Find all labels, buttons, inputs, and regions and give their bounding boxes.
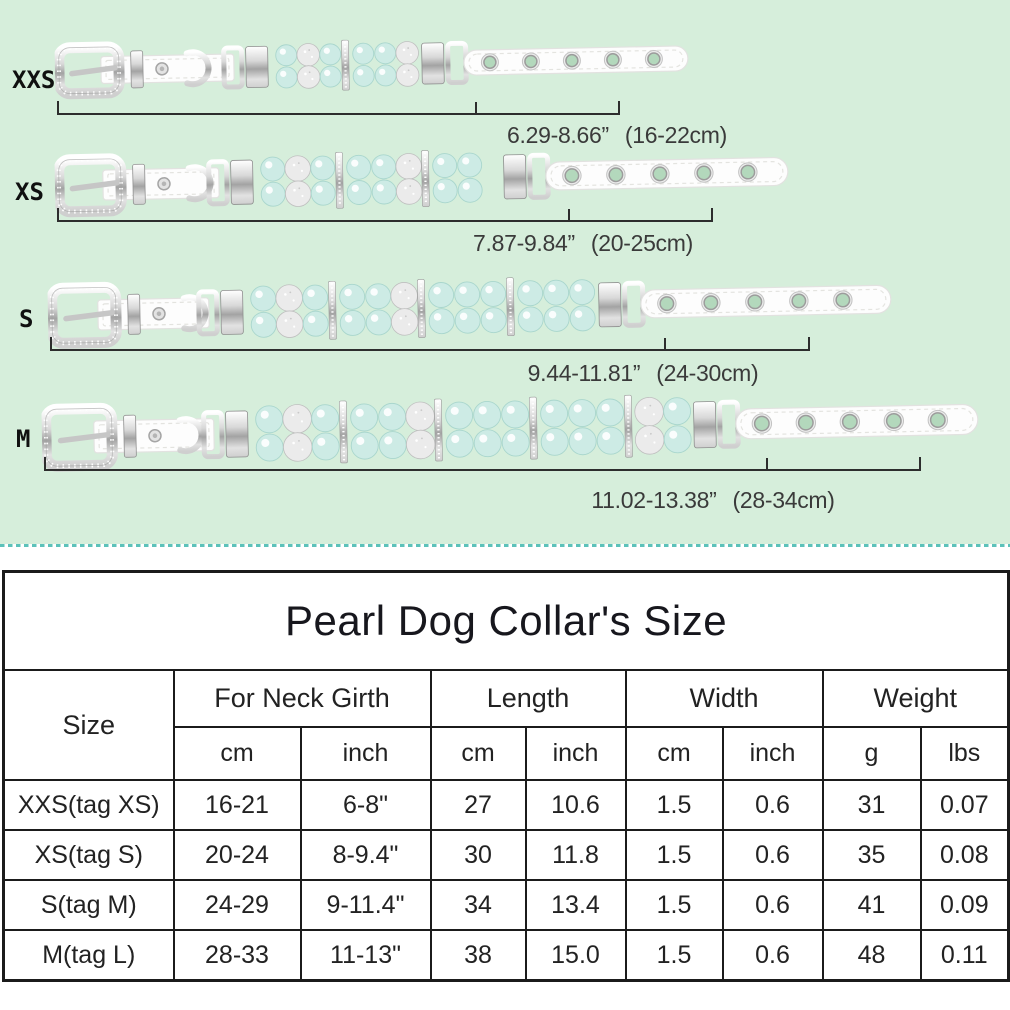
column-group-weight: Weight bbox=[821, 669, 1010, 728]
cell-neck-cm: 28-33 bbox=[172, 929, 302, 982]
cell-neck-cm: 16-21 bbox=[172, 779, 302, 831]
cell-length-inch: 13.4 bbox=[524, 879, 627, 931]
cell-weight-lbs: 0.08 bbox=[919, 829, 1010, 881]
collar-size-label-m: M bbox=[16, 425, 31, 453]
table-title-row: Pearl Dog Collar's Size bbox=[2, 570, 1010, 671]
table-row-m: M(tag L) 28-33 11-13" 38 15.0 1.5 0.6 48… bbox=[2, 929, 1010, 982]
collar-image-m bbox=[40, 376, 981, 481]
bracket-mid-tick bbox=[475, 102, 478, 113]
unit-width-inch: inch bbox=[721, 726, 824, 781]
range-inches: 9.44-11.81” bbox=[527, 360, 641, 386]
cell-width-inch: 0.6 bbox=[721, 879, 824, 931]
teal-dashed-divider bbox=[0, 544, 1010, 547]
collar-showcase: XXS 6.29-8.66” (16-22cm) XS 7.87-9.84” (20… bbox=[0, 0, 1010, 544]
column-group-length: Length bbox=[429, 669, 627, 728]
measurement-text-xs: 7.87-9.84” (20-25cm) bbox=[473, 230, 693, 257]
cell-width-inch: 0.6 bbox=[721, 929, 824, 982]
cell-width-cm: 1.5 bbox=[624, 779, 724, 831]
cell-width-inch: 0.6 bbox=[721, 829, 824, 881]
cell-size: XS(tag S) bbox=[2, 829, 175, 881]
unit-weight-lbs: lbs bbox=[919, 726, 1010, 781]
cell-width-cm: 1.5 bbox=[624, 879, 724, 931]
dimension-bracket-xxs bbox=[57, 101, 620, 115]
collar-size-label-xs: XS bbox=[15, 178, 44, 206]
cell-neck-inch: 8-9.4" bbox=[299, 829, 432, 881]
collar-size-label-xxs: XXS bbox=[12, 66, 56, 94]
cell-length-cm: 30 bbox=[429, 829, 527, 881]
cell-length-cm: 38 bbox=[429, 929, 527, 982]
cell-size: XXS(tag XS) bbox=[2, 779, 175, 831]
cell-size: M(tag L) bbox=[2, 929, 175, 982]
measurement-text-m: 11.02-13.38” (28-34cm) bbox=[591, 487, 835, 514]
range-inches: 7.87-9.84” bbox=[473, 230, 575, 256]
cell-weight-g: 41 bbox=[821, 879, 922, 931]
cell-neck-inch: 11-13" bbox=[299, 929, 432, 982]
unit-weight-g: g bbox=[821, 726, 922, 781]
dimension-bracket-xs bbox=[57, 208, 713, 222]
collar-image-xs bbox=[53, 128, 791, 229]
collar-image-s bbox=[46, 256, 894, 359]
table-row-s: S(tag M) 24-29 9-11.4" 34 13.4 1.5 0.6 4… bbox=[2, 879, 1010, 931]
unit-width-cm: cm bbox=[624, 726, 724, 781]
range-centimeters: (20-25cm) bbox=[590, 230, 693, 256]
table-title: Pearl Dog Collar's Size bbox=[2, 570, 1010, 671]
bracket-mid-tick bbox=[766, 458, 769, 469]
cell-weight-lbs: 0.11 bbox=[919, 929, 1010, 982]
cell-size: S(tag M) bbox=[2, 879, 175, 931]
cell-weight-g: 35 bbox=[821, 829, 922, 881]
cell-neck-cm: 20-24 bbox=[172, 829, 302, 881]
cell-length-inch: 15.0 bbox=[524, 929, 627, 982]
unit-length-inch: inch bbox=[524, 726, 627, 781]
cell-length-inch: 11.8 bbox=[524, 829, 627, 881]
range-inches: 11.02-13.38” bbox=[591, 487, 717, 513]
cell-weight-g: 48 bbox=[821, 929, 922, 982]
column-header-size: Size bbox=[2, 669, 175, 781]
cell-weight-lbs: 0.07 bbox=[919, 779, 1010, 831]
cell-neck-cm: 24-29 bbox=[172, 879, 302, 931]
cell-weight-g: 31 bbox=[821, 779, 922, 831]
cell-weight-lbs: 0.09 bbox=[919, 879, 1010, 931]
size-table: Pearl Dog Collar's Size Size For Neck Gi… bbox=[2, 570, 1010, 982]
cell-length-inch: 10.6 bbox=[524, 779, 627, 831]
table-row-xs: XS(tag S) 20-24 8-9.4" 30 11.8 1.5 0.6 3… bbox=[2, 829, 1010, 881]
range-centimeters: (16-22cm) bbox=[624, 122, 727, 148]
cell-width-cm: 1.5 bbox=[624, 829, 724, 881]
column-group-width: Width bbox=[624, 669, 824, 728]
table-units-row: cm inch cm inch cm inch g lbs bbox=[4, 726, 1010, 781]
cell-length-cm: 34 bbox=[429, 879, 527, 931]
range-inches: 6.29-8.66” bbox=[507, 122, 609, 148]
collar-size-label-s: S bbox=[19, 305, 34, 333]
bracket-mid-tick bbox=[567, 209, 570, 220]
range-centimeters: (28-34cm) bbox=[732, 487, 835, 513]
dimension-bracket-s bbox=[50, 337, 810, 351]
measurement-text-s: 9.44-11.81” (24-30cm) bbox=[528, 360, 759, 387]
measurement-text-xxs: 6.29-8.66” (16-22cm) bbox=[507, 122, 727, 149]
collar-image-xxs bbox=[53, 15, 691, 114]
cell-neck-inch: 9-11.4" bbox=[299, 879, 432, 931]
size-chart-section: Pearl Dog Collar's Size Size For Neck Gi… bbox=[2, 570, 1010, 982]
column-group-neck-girth: For Neck Girth bbox=[172, 669, 432, 728]
range-centimeters: (24-30cm) bbox=[656, 360, 759, 386]
unit-length-cm: cm bbox=[429, 726, 527, 781]
cell-neck-inch: 6-8" bbox=[299, 779, 432, 831]
cell-width-inch: 0.6 bbox=[721, 779, 824, 831]
cell-length-cm: 27 bbox=[429, 779, 527, 831]
cell-width-cm: 1.5 bbox=[624, 929, 724, 982]
unit-neck-inch: inch bbox=[299, 726, 432, 781]
bracket-mid-tick bbox=[664, 338, 667, 349]
table-group-header-row: Size For Neck Girth Length Width Weight bbox=[2, 669, 1010, 781]
unit-neck-cm: cm bbox=[172, 726, 302, 781]
table-row-xxs: XXS(tag XS) 16-21 6-8" 27 10.6 1.5 0.6 3… bbox=[2, 779, 1010, 831]
dimension-bracket-m bbox=[44, 457, 921, 471]
